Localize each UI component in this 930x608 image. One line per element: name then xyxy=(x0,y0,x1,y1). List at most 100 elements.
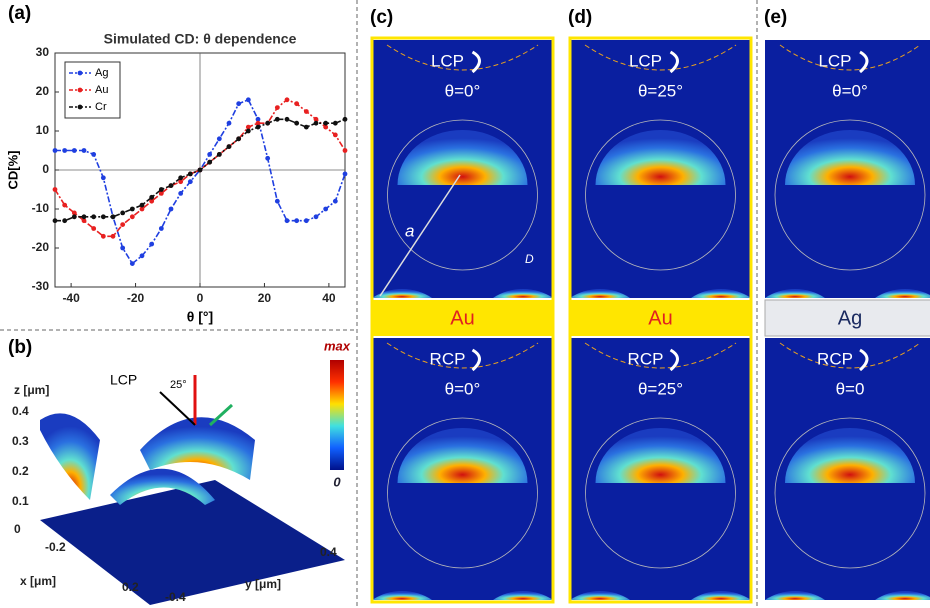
point xyxy=(91,152,97,157)
point xyxy=(245,124,251,130)
y-tick-label: 10 xyxy=(36,123,50,137)
point xyxy=(52,187,58,192)
field-hotspot xyxy=(570,591,630,600)
polarization: LCP xyxy=(431,51,464,70)
point xyxy=(120,210,126,216)
point xyxy=(313,214,319,220)
angle: θ=0 xyxy=(836,379,865,398)
point xyxy=(323,120,329,126)
guide-arc xyxy=(584,44,737,71)
point xyxy=(168,206,174,212)
field-hotspot xyxy=(595,427,726,483)
point xyxy=(216,136,222,142)
point xyxy=(81,218,87,224)
y-tick: -0.4 xyxy=(165,590,186,604)
y-axis-label: CD[%] xyxy=(5,151,20,190)
angle: θ=0° xyxy=(832,81,868,100)
point xyxy=(91,214,97,220)
y-tick-label: -30 xyxy=(32,279,50,293)
point xyxy=(323,206,329,212)
point xyxy=(110,214,116,220)
rotation-arrow xyxy=(858,50,869,74)
angle-label: 25° xyxy=(170,379,187,391)
point xyxy=(313,116,319,122)
angle: θ=25° xyxy=(638,81,683,100)
rotation-arrow xyxy=(669,50,679,74)
field-hotspot xyxy=(875,289,930,298)
point xyxy=(129,214,135,220)
point xyxy=(207,159,213,165)
point xyxy=(274,105,280,110)
point xyxy=(226,144,232,150)
point xyxy=(294,120,300,126)
point xyxy=(342,116,348,122)
guide-circle xyxy=(774,417,926,569)
x-tick-label: 0 xyxy=(197,291,204,305)
field-hotspot xyxy=(765,289,825,298)
polarization: RCP xyxy=(628,349,664,368)
point xyxy=(332,132,338,138)
guide-circle xyxy=(387,119,538,271)
panel-label: (a) xyxy=(8,3,31,24)
point xyxy=(158,187,164,192)
field-hotspot xyxy=(397,427,528,483)
point xyxy=(197,167,203,173)
guide-circle xyxy=(585,119,736,271)
guide-arc xyxy=(779,44,921,71)
point xyxy=(139,253,145,259)
point xyxy=(149,194,155,200)
z-tick: 0 xyxy=(14,522,21,536)
point xyxy=(284,97,290,103)
panel-label: (b) xyxy=(8,337,32,358)
beam-label: LCP xyxy=(110,372,137,388)
surface xyxy=(140,417,255,480)
point xyxy=(149,198,155,204)
point xyxy=(81,214,87,220)
lattice-arrow xyxy=(379,174,461,297)
x-axis-label: θ [°] xyxy=(187,309,213,325)
point xyxy=(187,179,193,185)
point xyxy=(332,120,338,126)
angle: θ=25° xyxy=(638,379,683,398)
point xyxy=(303,124,309,130)
legend-marker xyxy=(77,70,83,76)
rotation-arrow xyxy=(858,348,869,372)
guide-arc xyxy=(584,342,737,369)
point xyxy=(110,233,116,239)
point xyxy=(226,120,232,126)
point xyxy=(274,198,280,204)
point xyxy=(342,148,348,153)
lattice-label: a xyxy=(405,221,414,240)
point xyxy=(62,148,68,153)
point xyxy=(255,124,261,130)
point xyxy=(265,120,271,126)
point xyxy=(245,128,251,134)
y-tick: 0.4 xyxy=(320,545,337,559)
polarization: RCP xyxy=(817,349,853,368)
field-hotspot xyxy=(691,289,751,298)
point xyxy=(62,202,68,208)
field-hotspot xyxy=(875,591,930,600)
point xyxy=(245,97,251,103)
rotation-arrow xyxy=(471,50,481,74)
panel-b: max 0 z [μm] x [μm] y [μm] LCP 25° 0.4 0… xyxy=(12,338,351,605)
point xyxy=(303,218,309,224)
legend xyxy=(64,61,121,119)
point xyxy=(332,198,338,204)
point xyxy=(71,214,77,220)
x-tick-label: 40 xyxy=(322,291,336,305)
point xyxy=(178,179,184,185)
point xyxy=(313,120,319,126)
rotation-arrow xyxy=(471,348,481,372)
z-tick: 0.3 xyxy=(12,434,29,448)
x-tick-label: -20 xyxy=(127,291,145,305)
point xyxy=(255,116,261,122)
material-label: Au xyxy=(450,307,474,329)
field-hotspot xyxy=(595,130,726,185)
point xyxy=(236,136,242,142)
guide-circle xyxy=(585,417,736,569)
polarization: LCP xyxy=(629,51,662,70)
point xyxy=(207,152,213,157)
panel-label: (d) xyxy=(568,7,592,28)
